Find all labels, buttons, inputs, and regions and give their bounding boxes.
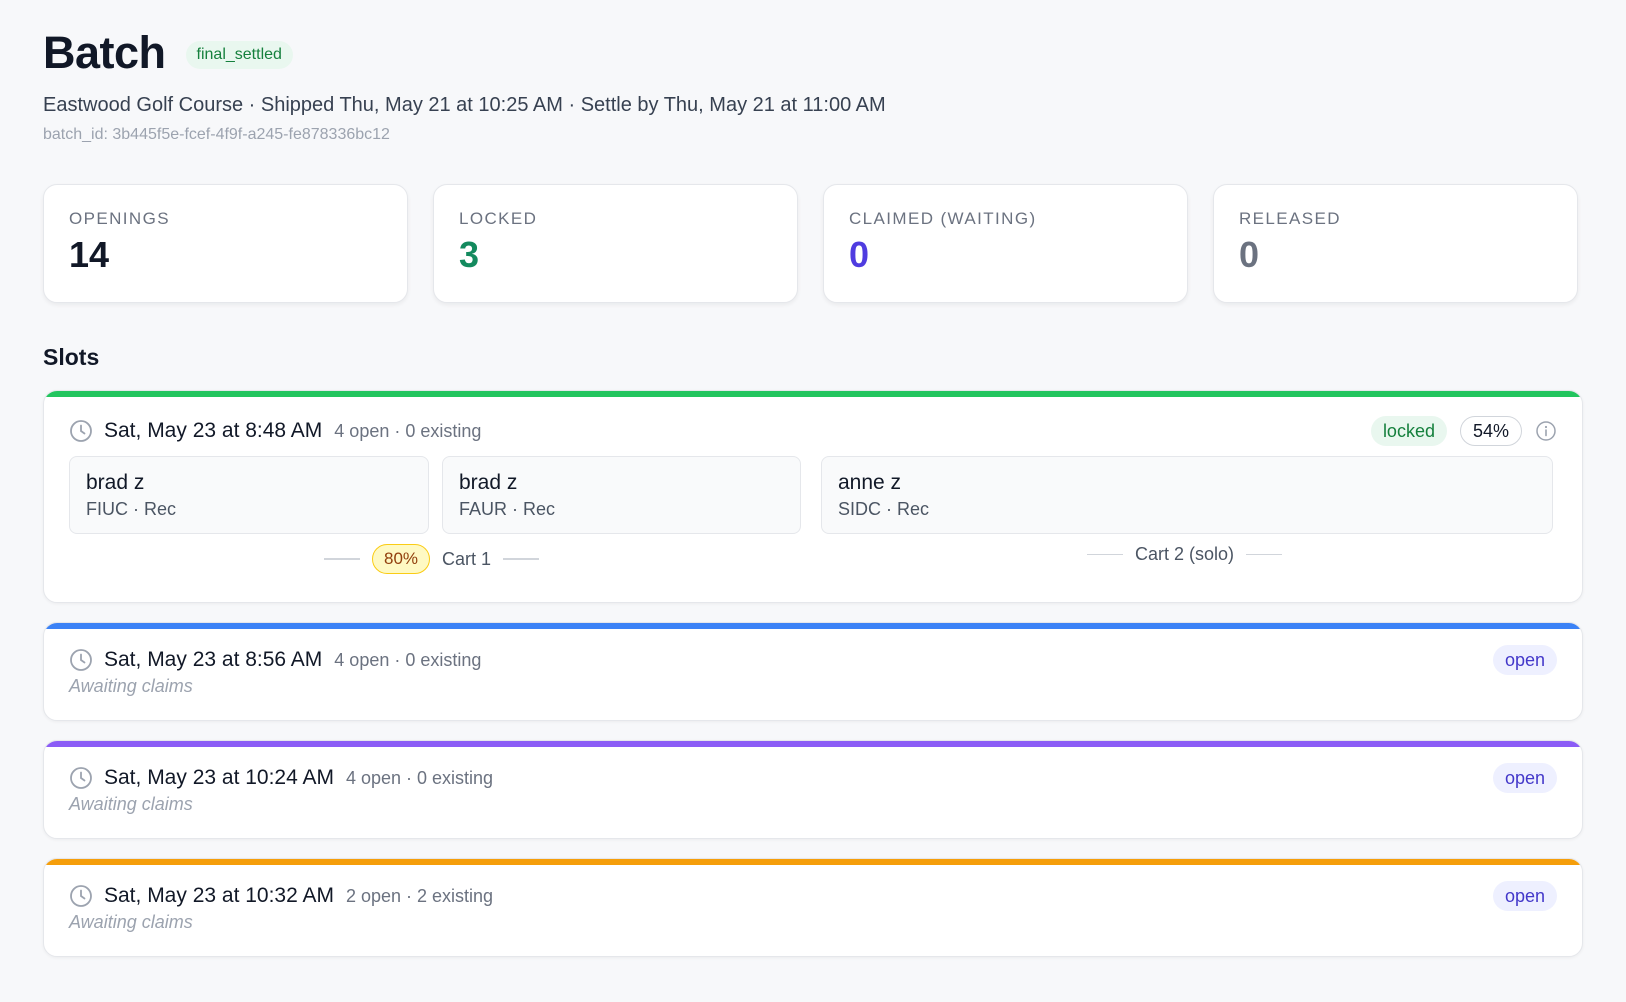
stat-value: 0 xyxy=(849,234,870,275)
stat-card-locked: LOCKED 3 xyxy=(433,184,798,303)
stat-value: 3 xyxy=(459,234,480,275)
stat-label: RELEASED xyxy=(1239,209,1341,228)
cart-divider xyxy=(324,558,360,560)
stat-card-openings: OPENINGS 14 xyxy=(43,184,408,303)
clock-icon xyxy=(69,648,93,672)
slot-status-group: locked 54% xyxy=(1370,416,1557,446)
slot-accent-bar xyxy=(44,741,1582,747)
slot-status-group: open xyxy=(1492,763,1557,793)
slot-status-badge: open xyxy=(1492,881,1557,911)
slot-time: Sat, May 23 at 10:24 AM xyxy=(104,766,334,789)
stat-label: CLAIMED (WAITING) xyxy=(849,209,1037,228)
slot-meta: 4 open · 0 existing xyxy=(334,420,482,441)
stat-label: LOCKED xyxy=(459,209,538,228)
slot-header: Sat, May 23 at 10:24 AM 4 open · 0 exist… xyxy=(44,741,1582,794)
cart-name: Cart 2 (solo) xyxy=(1135,544,1235,564)
cart-groups: 80% Cart 1 Cart 2 (solo) xyxy=(44,534,1582,584)
clock-icon xyxy=(69,419,93,443)
player-card[interactable]: brad z FIUC · Rec xyxy=(69,456,429,534)
slot-status-group: open xyxy=(1492,881,1557,911)
player-name: brad z xyxy=(86,471,145,494)
slot-accent-bar xyxy=(44,391,1582,397)
slots-heading: Slots xyxy=(43,344,100,370)
stat-value: 14 xyxy=(69,234,110,275)
slot-header: Sat, May 23 at 8:56 AM 4 open · 0 existi… xyxy=(44,623,1582,676)
slot-status-badge: open xyxy=(1492,763,1557,793)
player-name: anne z xyxy=(838,471,902,494)
slot-accent-bar xyxy=(44,859,1582,865)
player-name: brad z xyxy=(459,471,518,494)
slot-card[interactable]: Sat, May 23 at 8:56 AM 4 open · 0 existi… xyxy=(43,622,1583,721)
slot-note: Awaiting claims xyxy=(69,676,193,696)
cart-divider xyxy=(1087,553,1123,556)
batch-status-badge: final_settled xyxy=(185,41,293,69)
player-card[interactable]: brad z FAUR · Rec xyxy=(442,456,801,534)
player-detail: FIUC · Rec xyxy=(86,499,176,519)
slot-note: Awaiting claims xyxy=(69,794,193,814)
clock-icon xyxy=(69,884,93,908)
player-detail: SIDC · Rec xyxy=(838,499,930,519)
slot-status-badge: open xyxy=(1492,645,1557,675)
slot-meta: 4 open · 0 existing xyxy=(345,767,494,788)
page-header: Batch final_settled xyxy=(43,0,1583,78)
stat-value: 0 xyxy=(1239,234,1260,275)
slot-percent-badge: 54% xyxy=(1459,416,1522,446)
cart-divider xyxy=(1246,553,1283,556)
player-card[interactable]: anne z SIDC · Rec xyxy=(821,456,1553,534)
batch-page: Batch final_settled Eastwood Golf Course… xyxy=(43,0,1583,957)
slot-card[interactable]: Sat, May 23 at 10:24 AM 4 open · 0 exist… xyxy=(43,740,1583,839)
slot-header: Sat, May 23 at 10:32 AM 2 open · 2 exist… xyxy=(44,859,1582,912)
cart-percent-badge: 80% xyxy=(372,544,431,574)
slot-meta: 4 open · 0 existing xyxy=(334,649,482,670)
info-icon[interactable] xyxy=(1535,420,1557,442)
slot-time: Sat, May 23 at 8:56 AM xyxy=(104,648,323,671)
slot-time: Sat, May 23 at 10:32 AM xyxy=(104,884,334,907)
page-title: Batch xyxy=(43,27,166,78)
stat-card-released: RELEASED 0 xyxy=(1213,184,1578,303)
stat-card-claimed: CLAIMED (WAITING) 0 xyxy=(823,184,1188,303)
batch-subtitle: Eastwood Golf Course · Shipped Thu, May … xyxy=(43,94,886,116)
cart-1-label: 80% Cart 1 xyxy=(324,544,540,574)
slot-note: Awaiting claims xyxy=(69,912,193,932)
slot-status-badge: locked xyxy=(1370,416,1447,446)
player-cards: brad z FIUC · Rec brad z FAUR · Rec anne… xyxy=(44,456,1582,534)
slot-card[interactable]: Sat, May 23 at 10:32 AM 2 open · 2 exist… xyxy=(43,858,1583,957)
stat-label: OPENINGS xyxy=(69,209,170,228)
cart-name: Cart 1 xyxy=(442,548,492,569)
player-detail: FAUR · Rec xyxy=(459,499,556,519)
slot-card[interactable]: Sat, May 23 at 8:48 AM 4 open · 0 existi… xyxy=(43,390,1583,603)
slot-time: Sat, May 23 at 8:48 AM xyxy=(104,419,323,442)
slot-header: Sat, May 23 at 8:48 AM 4 open · 0 existi… xyxy=(44,391,1582,446)
cart-2-label: Cart 2 (solo) xyxy=(1087,544,1283,565)
slot-accent-bar xyxy=(44,623,1582,629)
slot-meta: 2 open · 2 existing xyxy=(345,885,494,906)
stats-row: OPENINGS 14 LOCKED 3 CLAIMED (WAITING) 0… xyxy=(43,184,1583,303)
clock-icon xyxy=(69,766,93,790)
batch-id: batch_id: 3b445f5e-fcef-4f9f-a245-fe8783… xyxy=(43,126,390,143)
cart-divider xyxy=(503,558,540,560)
slot-status-group: open xyxy=(1492,645,1557,675)
